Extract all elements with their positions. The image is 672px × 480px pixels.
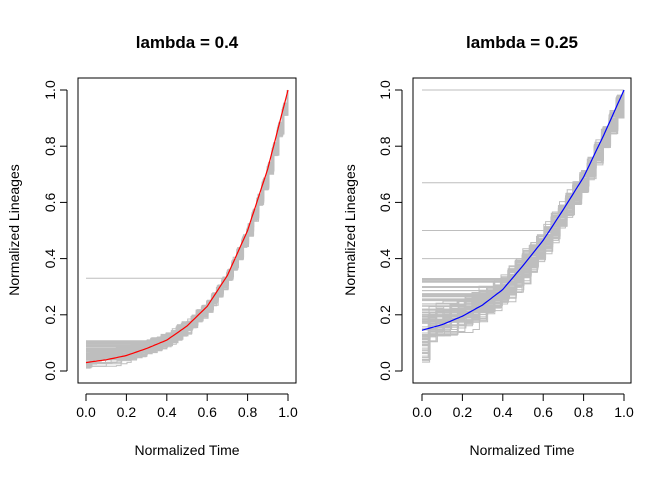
y-axis: 0.0 0.2 0.4 0.6 0.8 1.0 xyxy=(377,80,403,381)
y-tick-label: 0.6 xyxy=(377,192,393,212)
y-tick-label: 0.0 xyxy=(377,361,393,381)
x-tick-label: 1.0 xyxy=(614,404,634,420)
mean-curve xyxy=(85,89,289,364)
y-tick-label: 0.4 xyxy=(42,249,58,269)
x-axis: 0.0 0.2 0.4 0.6 0.8 1.0 xyxy=(76,393,298,420)
mean-curve xyxy=(421,89,625,331)
y-tick-label: 0.2 xyxy=(42,305,58,325)
x-tick-label: 0.0 xyxy=(412,404,432,420)
y-axis: 0.0 0.2 0.4 0.6 0.8 1.0 xyxy=(42,80,68,381)
x-tick-label: 0.0 xyxy=(76,404,96,420)
y-tick-label: 1.0 xyxy=(42,80,58,100)
y-axis-label: Normalized Lineages xyxy=(6,164,22,296)
x-tick-label: 0.8 xyxy=(574,404,594,420)
x-axis: 0.0 0.2 0.4 0.6 0.8 1.0 xyxy=(412,393,634,420)
x-axis-label: Normalized Time xyxy=(469,442,574,458)
y-tick-label: 0.8 xyxy=(377,136,393,156)
mean-line xyxy=(85,89,289,364)
chart-panel-lambda-0-4: lambda = 0.4 0.0 0.2 0.4 0.6 0.8 1.0 0.00.20.… xyxy=(6,33,298,458)
chart-panel-lambda-0-25: lambda = 0.25 0.0 0.2 0.4 0.6 0.8 1.0 0.00.20… xyxy=(342,33,634,458)
y-axis-label: Normalized Lineages xyxy=(342,164,358,296)
simulation-line xyxy=(422,90,625,334)
chart-title: lambda = 0.4 xyxy=(136,33,239,52)
x-tick-label: 1.0 xyxy=(278,404,298,420)
y-tick-label: 0.2 xyxy=(377,305,393,325)
chart-title: lambda = 0.25 xyxy=(466,33,578,52)
plot-frame xyxy=(77,77,297,384)
y-tick-label: 0.4 xyxy=(377,249,393,269)
x-tick-label: 0.4 xyxy=(493,404,513,420)
y-tick-label: 1.0 xyxy=(377,80,393,100)
y-tick-label: 0.0 xyxy=(42,361,58,381)
x-tick-label: 0.2 xyxy=(453,404,473,420)
simulation-line xyxy=(422,90,625,323)
simulation-line xyxy=(422,90,625,302)
mean-line xyxy=(421,89,625,331)
x-tick-label: 0.8 xyxy=(238,404,258,420)
simulation-line xyxy=(422,90,625,279)
x-tick-label: 0.4 xyxy=(157,404,177,420)
y-tick-label: 0.6 xyxy=(42,192,58,212)
x-tick-label: 0.6 xyxy=(533,404,553,420)
y-tick-label: 0.8 xyxy=(42,136,58,156)
x-axis-label: Normalized Time xyxy=(134,442,239,458)
x-tick-label: 0.6 xyxy=(197,404,217,420)
plot-frame xyxy=(412,77,632,384)
simulation-line xyxy=(86,90,288,362)
x-tick-label: 0.2 xyxy=(117,404,137,420)
